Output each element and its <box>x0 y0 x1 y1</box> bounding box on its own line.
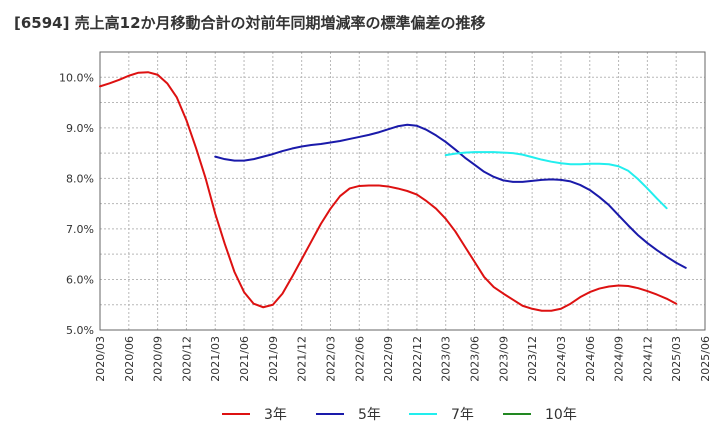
legend: 3年 5年 7年 10年 <box>222 407 577 423</box>
x-tick-label: 2021/03 <box>209 336 222 382</box>
x-axis-tick-labels: 2020/03 2020/06 2020/09 2020/12 2021/03 2021/… <box>94 336 712 382</box>
x-tick-label: 2025/06 <box>699 336 712 382</box>
x-tick-label: 2023/12 <box>526 336 539 382</box>
x-tick-label: 2024/12 <box>641 336 654 382</box>
series-line-0 <box>99 71 678 312</box>
x-tick-label: 2021/12 <box>296 336 309 382</box>
x-tick-label: 2021/06 <box>238 336 251 382</box>
series-lines <box>99 71 687 312</box>
legend-label-3: 10年 <box>545 407 577 423</box>
grid <box>99 51 706 331</box>
y-tick-label: 7.0% <box>66 223 94 236</box>
y-tick-label: 6.0% <box>66 273 94 286</box>
x-tick-label: 2024/09 <box>613 336 626 382</box>
x-tick-label: 2022/12 <box>411 336 424 382</box>
x-tick-label: 2023/03 <box>440 336 453 382</box>
x-tick-label: 2023/06 <box>469 336 482 382</box>
x-tick-label: 2022/06 <box>353 336 366 382</box>
x-tick-label: 2025/03 <box>670 336 683 382</box>
x-tick-label: 2023/09 <box>497 336 510 382</box>
y-tick-label: 8.0% <box>66 172 94 185</box>
legend-label-2: 7年 <box>451 407 474 423</box>
x-tick-label: 2020/06 <box>123 336 136 382</box>
legend-label-1: 5年 <box>358 407 381 423</box>
series-line-2 <box>444 151 668 210</box>
x-tick-label: 2020/12 <box>180 336 193 382</box>
y-axis-tick-labels: 5.0% 6.0% 7.0% 8.0% 9.0% 10.0% <box>59 71 94 337</box>
x-tick-label: 2020/09 <box>152 336 165 382</box>
y-tick-label: 9.0% <box>66 122 94 135</box>
series-line-1 <box>214 123 687 269</box>
x-tick-label: 2024/06 <box>584 336 597 382</box>
x-tick-label: 2024/03 <box>555 336 568 382</box>
legend-label-0: 3年 <box>264 407 287 423</box>
x-tick-label: 2020/03 <box>94 336 107 382</box>
axes <box>99 51 706 331</box>
chart-title: [6594] 売上高12か月移動合計の対前年同期増減率の標準偏差の推移 <box>14 14 486 32</box>
y-tick-label: 10.0% <box>59 71 94 84</box>
x-tick-label: 2022/09 <box>382 336 395 382</box>
x-tick-label: 2021/09 <box>267 336 280 382</box>
y-tick-label: 5.0% <box>66 324 94 337</box>
x-tick-label: 2022/03 <box>324 336 337 382</box>
plot-frame <box>99 51 706 331</box>
